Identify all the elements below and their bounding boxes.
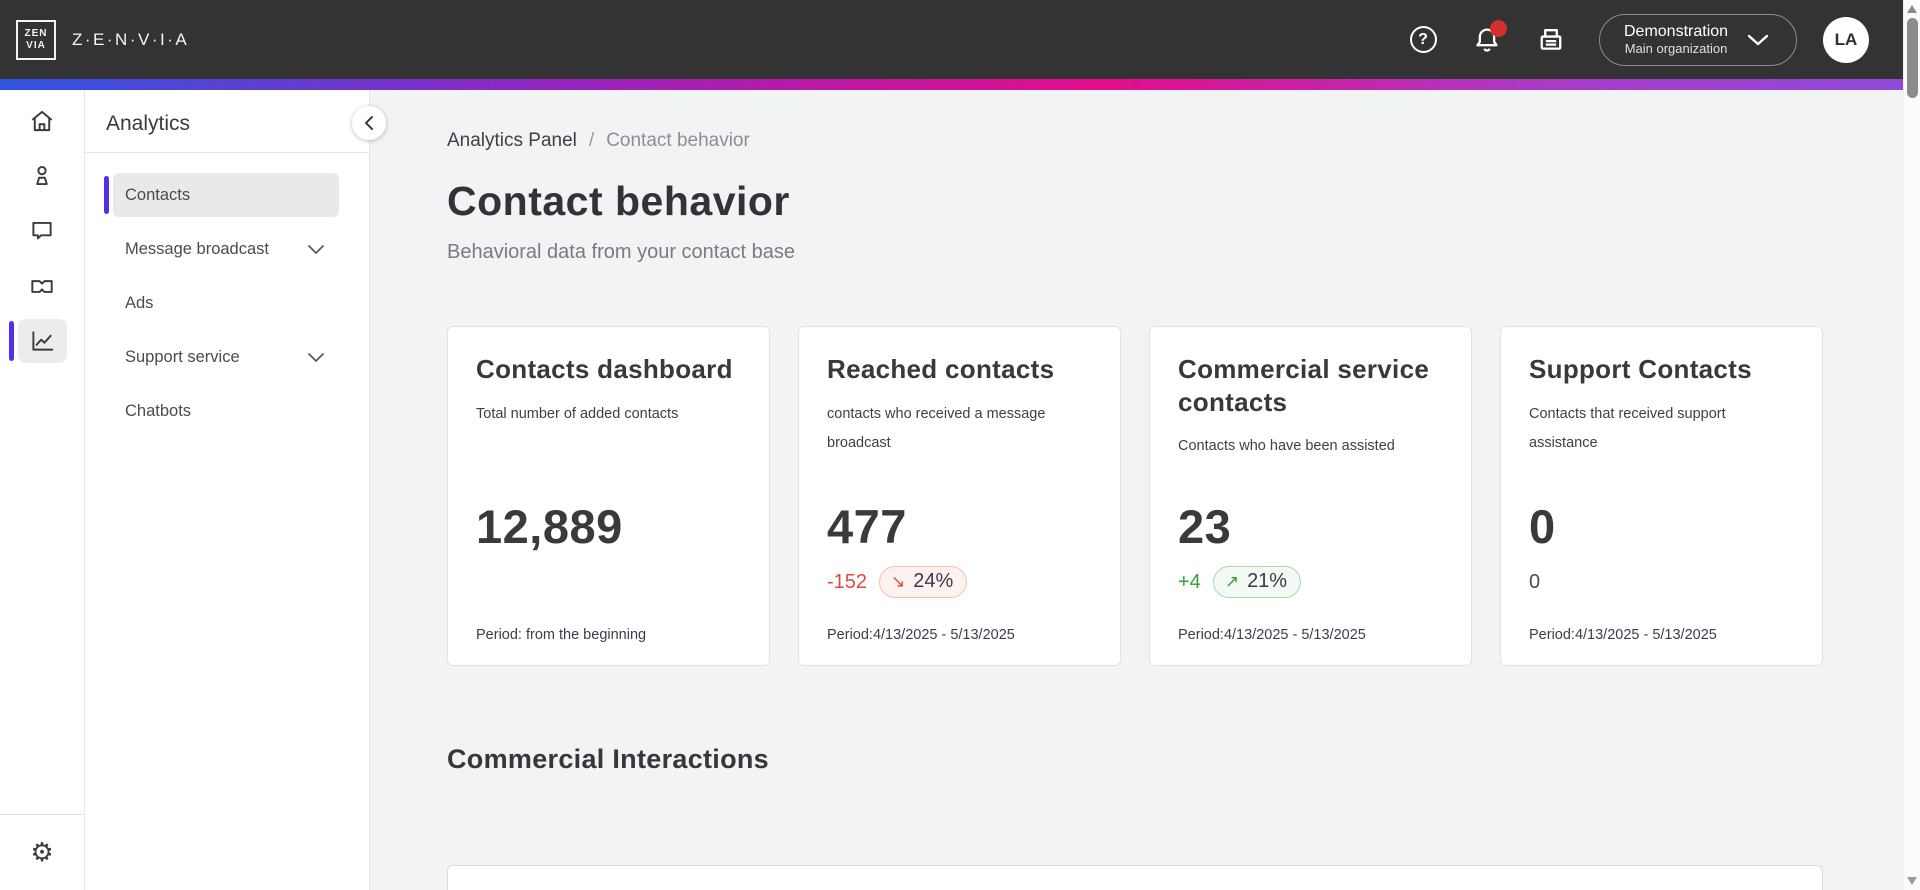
icon-rail: ⚙ — [0, 90, 85, 890]
chevron-down-icon — [308, 352, 324, 362]
card-trend-row: -152 ↘ 24% — [827, 566, 1092, 598]
trend-badge: ↘ 24% — [879, 566, 968, 598]
card-period: Period:4/13/2025 - 5/13/2025 — [1529, 627, 1717, 643]
page-subtitle: Behavioral data from your contact base — [447, 241, 795, 263]
rail-divider — [0, 814, 85, 815]
delta-value: +4 — [1178, 570, 1201, 593]
sidebar-item-label: Message broadcast — [125, 239, 269, 258]
chat-icon — [32, 221, 52, 240]
sidebar-item-message-broadcast[interactable]: Message broadcast — [113, 227, 339, 271]
sidebar-item-label: Chatbots — [125, 401, 192, 420]
analytics-sidebar: Analytics Contacts Message broadcast Ads — [85, 90, 386, 890]
card-trend-row: +4 ↗ 21% — [1178, 566, 1443, 598]
card-trend-row: 0 — [1529, 566, 1794, 598]
sidebar-item-label: Contacts — [125, 185, 191, 204]
help-icon: ? — [1409, 26, 1437, 53]
sidebar-menu: Contacts Message broadcast Ads Support s… — [85, 153, 369, 443]
breadcrumb-separator: / — [588, 130, 595, 151]
scrollbar-thumb[interactable] — [1907, 18, 1918, 98]
card-description: Contacts that received support assistanc… — [1529, 405, 1726, 451]
rail-item-contacts[interactable] — [18, 154, 67, 198]
sidebar-title: Analytics — [106, 112, 191, 135]
notifications-button[interactable] — [1469, 19, 1507, 58]
card-title: Contacts dashboard — [476, 354, 733, 384]
card-title: Reached contacts — [827, 354, 1055, 384]
card-value: 23 — [1178, 500, 1232, 553]
chevron-down-icon — [308, 244, 324, 254]
help-button[interactable]: ? — [1405, 22, 1441, 58]
card-period: Period: from the beginning — [476, 627, 647, 643]
card-description: Total number of added contacts — [476, 405, 679, 422]
card-period: Period:4/13/2025 - 5/13/2025 — [1178, 627, 1366, 643]
logo-bottom-text: VIA — [26, 40, 46, 51]
gear-icon: ⚙ — [30, 837, 54, 867]
delta-value: 0 — [1529, 570, 1541, 593]
sidebar-item-ads[interactable]: Ads — [113, 281, 339, 325]
printer-button[interactable] — [1533, 22, 1569, 58]
vertical-scrollbar[interactable] — [1903, 0, 1920, 890]
organization-name: Demonstration — [1624, 23, 1729, 41]
trend-percent: 24% — [913, 570, 954, 592]
card-value: 0 — [1529, 500, 1556, 553]
card-value: 477 — [827, 500, 907, 553]
notification-badge — [1490, 19, 1507, 37]
organization-selector[interactable]: Demonstration Main organization — [1599, 13, 1797, 66]
settings-button[interactable]: ⚙ — [30, 815, 53, 890]
sidebar-item-chatbots[interactable]: Chatbots — [113, 389, 339, 433]
page-title: Contact behavior — [447, 178, 790, 224]
card-value: 12,889 — [476, 500, 623, 553]
commercial-interactions-panel — [447, 865, 1823, 890]
rail-item-conversations[interactable] — [18, 209, 67, 253]
sidebar-divider — [85, 152, 369, 153]
scroll-up-arrow-icon[interactable] — [1907, 5, 1917, 13]
card-description: contacts who received a message broadcas… — [827, 405, 1046, 451]
trend-percent: 21% — [1247, 570, 1288, 592]
delta-value: -152 — [827, 570, 868, 593]
trend-down-icon: ↘ — [891, 571, 906, 591]
rail-item-home[interactable] — [18, 99, 67, 143]
section-title-commercial-interactions: Commercial Interactions — [447, 744, 770, 774]
card-title: Support Contacts — [1529, 354, 1752, 384]
card-reached-contacts: Reached contacts contacts who received a… — [798, 326, 1121, 666]
rail-item-campaigns[interactable] — [18, 264, 67, 308]
card-commercial-service-contacts: Commercial service contacts Contacts who… — [1149, 326, 1472, 666]
main-content: Analytics Panel / Contact behavior Conta… — [370, 90, 1903, 890]
card-description: Contacts who have been assisted — [1178, 438, 1395, 454]
organization-subtitle: Main organization — [1624, 41, 1728, 57]
sidebar-item-label: Ads — [125, 293, 154, 312]
brand-wordmark: Z·E·N·V·I·A — [72, 29, 190, 49]
logo-top-text: ZEN — [24, 28, 48, 39]
breadcrumb-current: Contact behavior — [606, 130, 750, 151]
sidebar-item-support-service[interactable]: Support service — [113, 335, 339, 379]
home-icon — [31, 110, 53, 132]
card-contacts-dashboard: Contacts dashboard Total number of added… — [447, 326, 770, 666]
breadcrumb-parent-link[interactable]: Analytics Panel — [447, 130, 577, 151]
printer-icon — [1540, 28, 1562, 50]
zenvia-logo-icon[interactable]: ZEN VIA — [16, 19, 56, 60]
chevron-down-icon — [1747, 34, 1769, 45]
sidebar-item-label: Support service — [125, 347, 240, 366]
top-bar: ZEN VIA Z·E·N·V·I·A ? — [0, 0, 1903, 79]
chart-icon — [32, 331, 54, 351]
brand-gradient-bar — [0, 79, 1903, 90]
scroll-down-arrow-icon[interactable] — [1907, 877, 1917, 885]
trend-badge: ↗ 21% — [1212, 566, 1302, 598]
ticket-icon — [31, 280, 53, 293]
sidebar-collapse-button[interactable] — [352, 106, 386, 140]
card-title: Commercial service contacts — [1178, 354, 1430, 417]
chevron-left-icon — [365, 116, 373, 130]
person-icon — [36, 165, 48, 186]
user-avatar[interactable]: LA — [1823, 16, 1869, 63]
kpi-cards-row: Contacts dashboard Total number of added… — [447, 326, 1823, 666]
rail-item-analytics[interactable] — [8, 319, 67, 363]
sidebar-item-contacts[interactable]: Contacts — [104, 173, 339, 217]
organization-labels: Demonstration Main organization — [1624, 22, 1728, 57]
breadcrumb: Analytics Panel / Contact behavior — [447, 130, 1823, 152]
card-support-contacts: Support Contacts Contacts that received … — [1500, 326, 1823, 666]
trend-up-icon: ↗ — [1224, 571, 1240, 591]
card-period: Period:4/13/2025 - 5/13/2025 — [827, 627, 1015, 643]
